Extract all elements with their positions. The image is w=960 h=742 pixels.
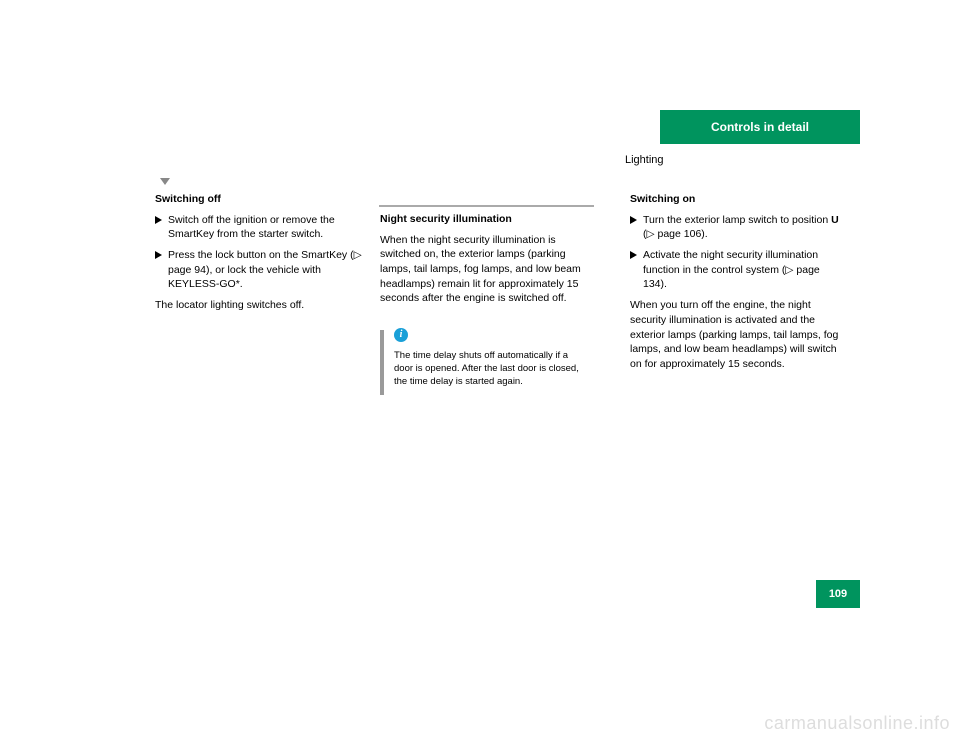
chapter-tab-label: Controls in detail: [711, 120, 809, 134]
column-right: Switching on Turn the exterior lamp swit…: [630, 192, 840, 378]
column-divider: [379, 205, 594, 207]
column-left: Switching off Switch off the ignition or…: [155, 192, 365, 319]
step-text-part: page 94), or lock the vehicle with KEYLE…: [168, 264, 321, 291]
result-text: The locator lighting switches off.: [155, 298, 365, 313]
info-box: i The time delay shuts off automatically…: [380, 330, 590, 394]
step-arrow-icon: [155, 216, 162, 224]
step-item: Switch off the ignition or remove the Sm…: [155, 213, 365, 242]
step-item: Press the lock button on the SmartKey (▷…: [155, 248, 365, 292]
step-item: Activate the night security illumination…: [630, 248, 840, 292]
chapter-tab: Controls in detail: [660, 110, 860, 144]
step-text: Switch off the ignition or remove the Sm…: [168, 213, 365, 242]
col1-heading: Switching off: [155, 192, 365, 207]
step-arrow-icon: [155, 251, 162, 259]
step-text: Press the lock button on the SmartKey (▷…: [168, 248, 365, 292]
step-item: Turn the exterior lamp switch to positio…: [630, 213, 840, 242]
info-icon: i: [394, 328, 408, 342]
step-text: Activate the night security illumination…: [643, 248, 840, 292]
col3-heading: Switching on: [630, 192, 840, 207]
step-arrow-icon: [630, 216, 637, 224]
result-text: When you turn off the engine, the night …: [630, 298, 840, 371]
step-text-part: Press the lock button on the SmartKey (: [168, 249, 354, 261]
page-ref-icon: ▷: [647, 228, 655, 240]
col2-heading: Night security illumination: [380, 212, 590, 227]
info-text: The time delay shuts off automatically i…: [394, 350, 586, 388]
step-arrow-icon: [630, 251, 637, 259]
page-number-tab: 109: [816, 580, 860, 608]
section-title: Lighting: [625, 154, 664, 166]
page-number: 109: [829, 588, 847, 600]
page-ref-icon: ▷: [354, 249, 362, 261]
column-marker-icon: [160, 178, 170, 185]
step-text-part: page 106).: [655, 228, 708, 240]
body-text: When the night security illumination is …: [380, 233, 590, 306]
step-text-part: Turn the exterior lamp switch to positio…: [643, 214, 828, 226]
switch-position-symbol: U: [831, 214, 839, 226]
manual-page: Controls in detail Lighting Switching of…: [100, 100, 860, 640]
step-text: Turn the exterior lamp switch to positio…: [643, 213, 840, 242]
watermark: carmanualsonline.info: [764, 713, 950, 734]
column-middle: Night security illumination When the nig…: [380, 212, 590, 395]
